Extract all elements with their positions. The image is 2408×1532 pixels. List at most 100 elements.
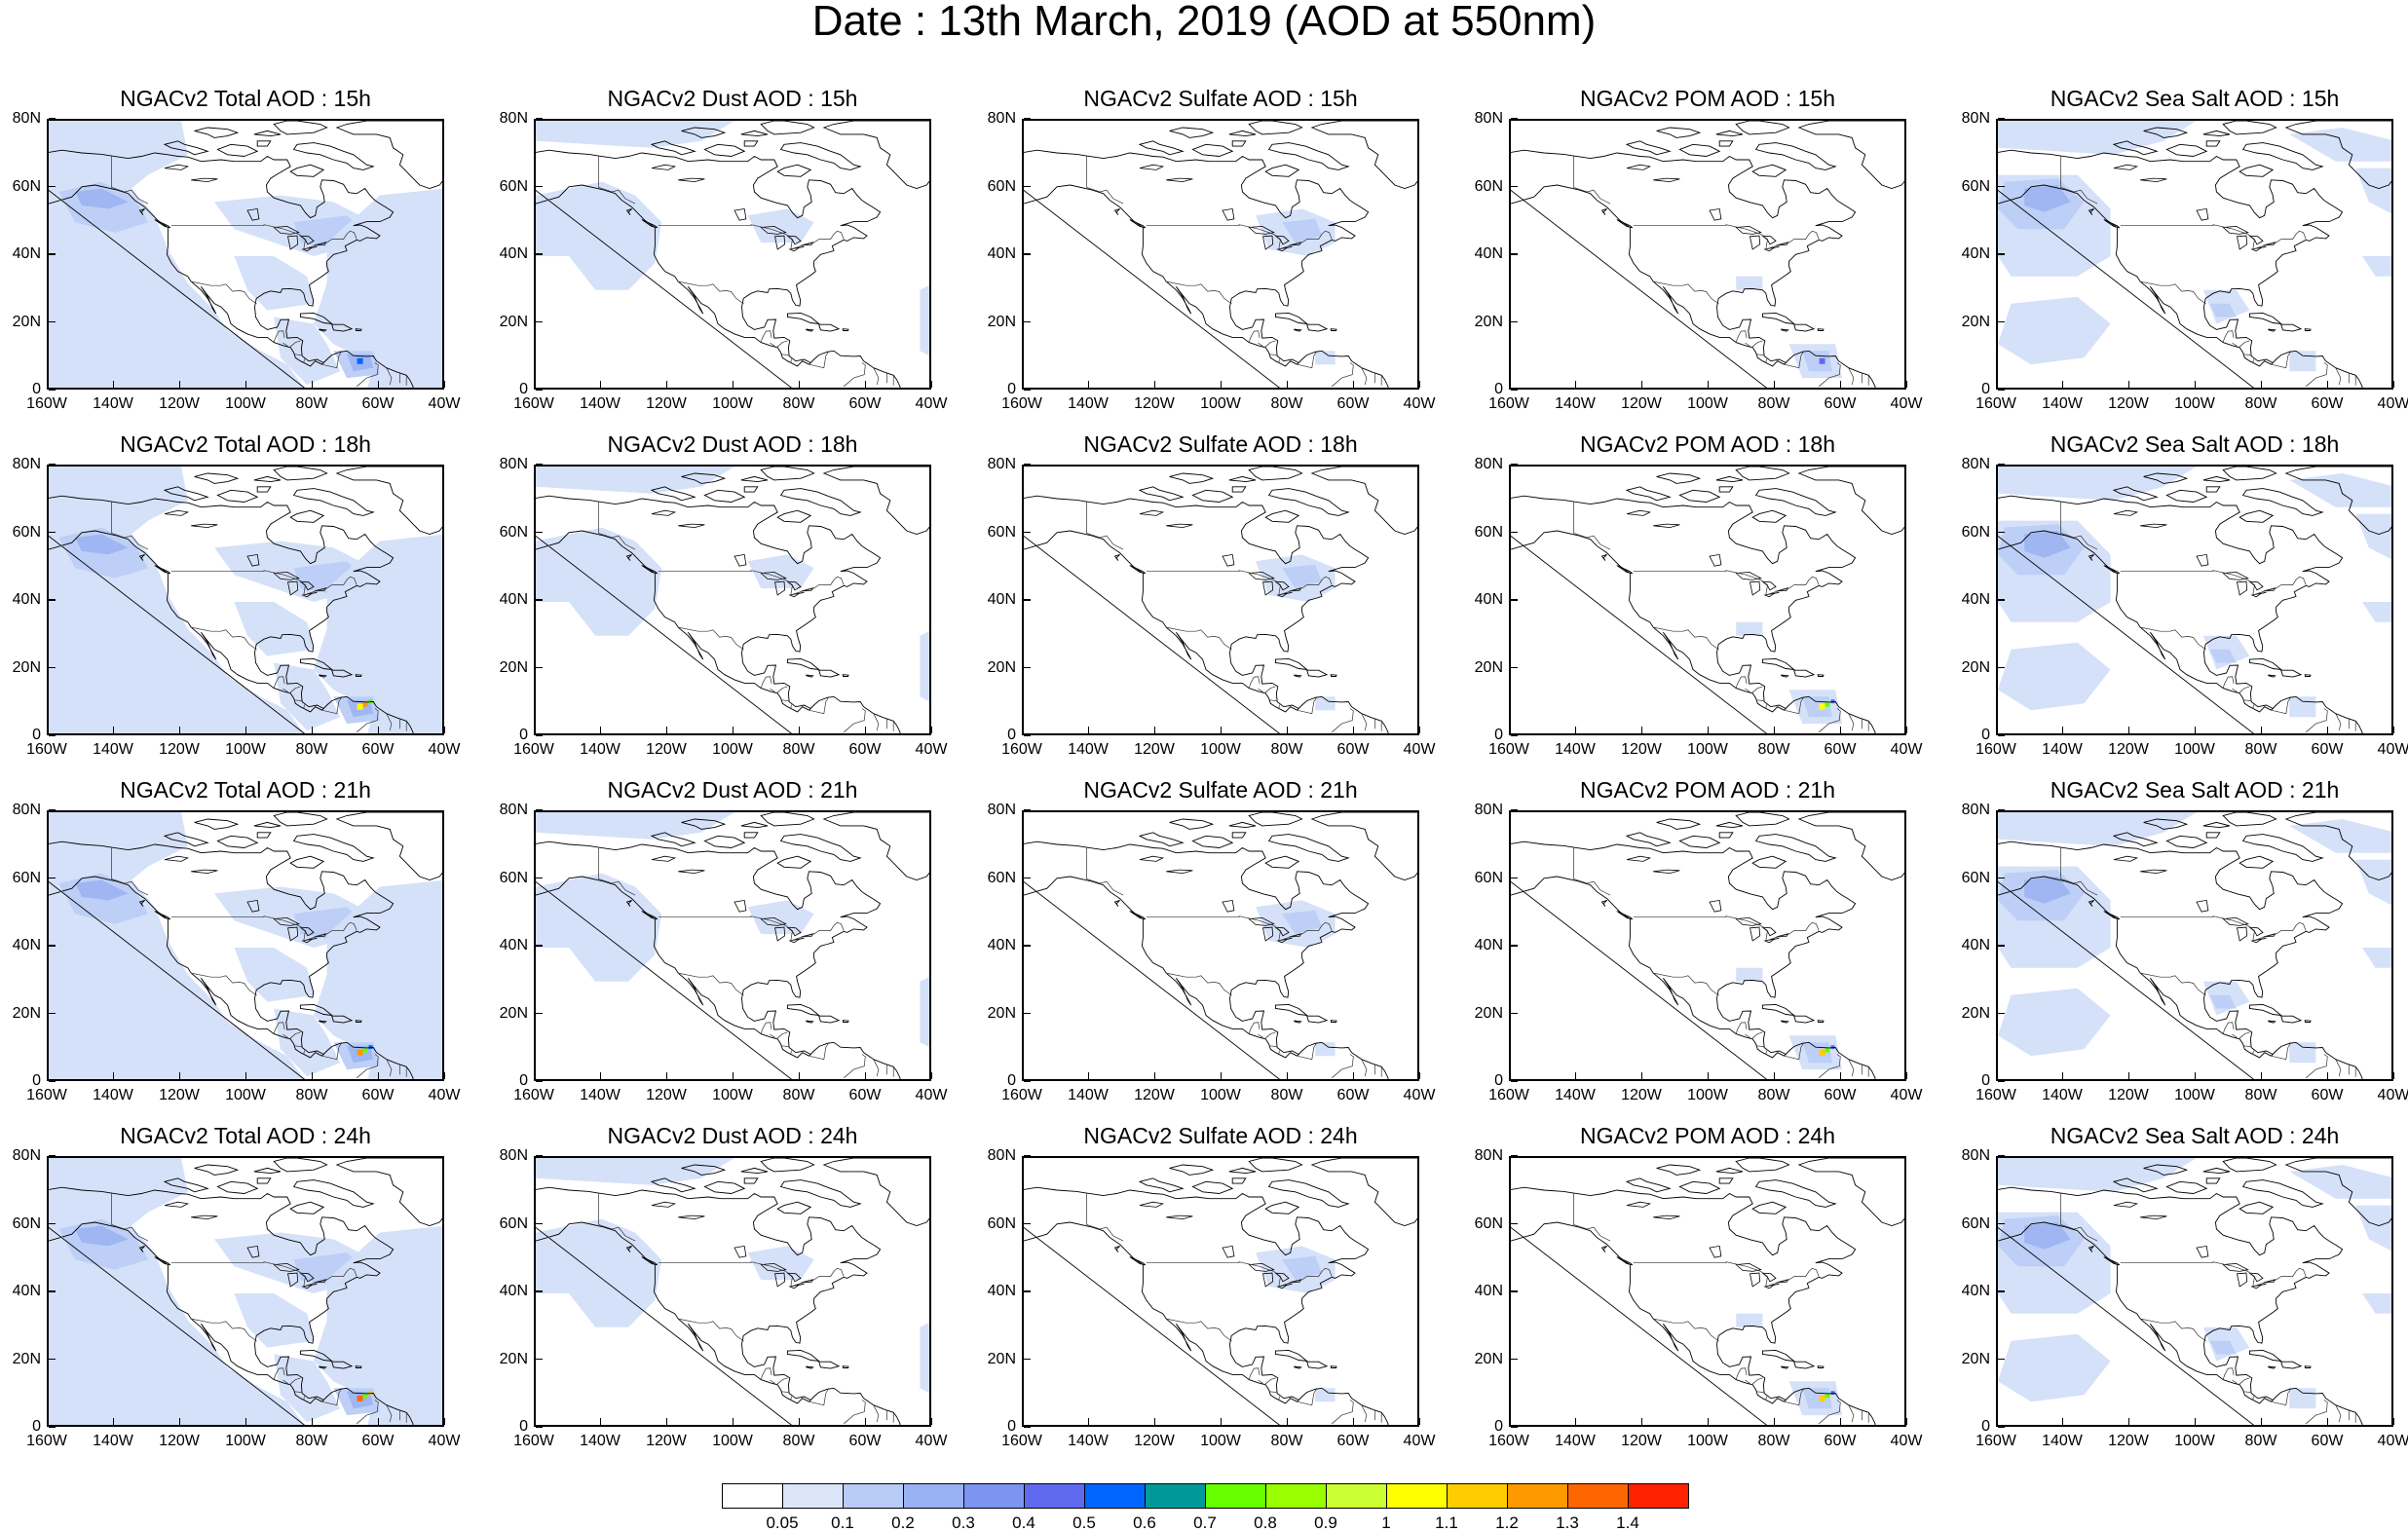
x-tick (2326, 727, 2328, 733)
lake-outline (774, 235, 786, 250)
country-border (1848, 367, 1855, 386)
aod-field-patch (75, 188, 129, 209)
x-tick (1773, 727, 1775, 733)
island-outline (273, 467, 328, 481)
country-border (2335, 367, 2342, 386)
y-tick (1511, 877, 1518, 878)
island-outline (760, 467, 815, 481)
island-outline (1231, 486, 1247, 493)
coastline (1024, 149, 1389, 388)
y-tick (1024, 1080, 1031, 1082)
island-outline (154, 1256, 171, 1266)
island-outline (2202, 130, 2231, 137)
x-tick (1021, 1072, 1023, 1079)
panel-title: NGACv2 Total AOD : 18h (120, 431, 371, 457)
country-border (1784, 351, 1805, 369)
map-canvas (1511, 812, 1904, 1079)
aod-hotspot (362, 1393, 368, 1399)
y-tick (1998, 1358, 2005, 1360)
lake-outline (273, 571, 300, 580)
island-outline (1754, 142, 1837, 170)
x-tick (2260, 1072, 2262, 1079)
aod-field-patch (747, 208, 814, 243)
island-outline (1129, 219, 1147, 229)
island-outline (1231, 140, 1247, 147)
lake-outline (2248, 926, 2264, 937)
x-tick-label: 140W (580, 1087, 621, 1103)
y-tick (1511, 1426, 1518, 1428)
x-tick (1905, 381, 1907, 388)
country-border (282, 342, 288, 347)
island-outline (776, 855, 812, 869)
island-outline (1817, 328, 1825, 331)
x-tick-label: 80W (295, 1433, 328, 1449)
lake-outline (2263, 242, 2276, 246)
country-border (809, 696, 830, 715)
map-canvas (49, 121, 442, 388)
coastline (1024, 495, 1389, 733)
country-border (1263, 1031, 1276, 1040)
x-tick-label: 100W (2174, 395, 2215, 412)
island-outline (299, 1349, 334, 1363)
x-tick (864, 1418, 866, 1425)
aod-field-patch (1736, 967, 1763, 982)
x-tick-label: 120W (159, 395, 200, 412)
island-outline (806, 674, 814, 678)
aod-field-patch (2289, 696, 2316, 718)
x-tick (443, 727, 445, 733)
x-tick-label: 40W (2377, 1087, 2408, 1103)
aod-field-patch (1315, 1388, 1336, 1402)
x-tick-label: 140W (93, 1087, 133, 1103)
x-tick (1839, 727, 1841, 733)
country-border (1765, 1050, 1767, 1055)
x-tick (2194, 727, 2196, 733)
country-border (170, 1261, 357, 1288)
island-outline (253, 1167, 282, 1175)
island-outline (1267, 142, 1350, 170)
island-outline (216, 489, 259, 503)
aod-field-patch (2362, 1293, 2391, 1314)
country-border (678, 626, 744, 651)
island-outline (1169, 127, 1215, 138)
x-tick (46, 1072, 48, 1079)
x-tick (1352, 727, 1354, 733)
island-outline (1751, 164, 1787, 177)
panel-title: NGACv2 Sulfate AOD : 21h (1083, 777, 1358, 803)
country-border (1248, 1022, 1260, 1034)
x-tick-label: 80W (1757, 741, 1790, 758)
lake-outline (301, 591, 318, 598)
panel-title: NGACv2 Dust AOD : 18h (607, 431, 858, 457)
x-tick-label: 140W (580, 1433, 621, 1449)
x-tick-label: 100W (1200, 741, 1241, 758)
colorbar-swatch (1386, 1483, 1448, 1509)
colorbar-swatch (963, 1483, 1025, 1509)
x-tick-label: 120W (1134, 741, 1175, 758)
y-tick (49, 1290, 56, 1292)
panel-title: NGACv2 POM AOD : 24h (1579, 1123, 1836, 1148)
x-tick (112, 1418, 114, 1425)
aod-field-patch (274, 662, 341, 731)
country-border (2305, 1400, 2328, 1425)
island-outline (256, 1177, 272, 1184)
country-border (2060, 1193, 2098, 1242)
aod-field-patch (49, 812, 188, 880)
x-tick (1220, 381, 1222, 388)
island-outline (1616, 219, 1634, 229)
country-border (1756, 699, 1764, 701)
y-tick-label: 80N (12, 802, 41, 818)
country-border (1750, 686, 1763, 694)
island-outline (1761, 1003, 1796, 1017)
y-tick (536, 464, 543, 466)
lake-outline (314, 587, 327, 592)
country-border (873, 1404, 880, 1423)
island-outline (1248, 812, 1303, 827)
island-outline (703, 143, 746, 157)
lake-outline (1763, 591, 1780, 598)
island-outline (216, 1180, 259, 1194)
y-tick (1998, 1080, 2005, 1082)
x-tick (2392, 381, 2394, 388)
island-outline (1715, 475, 1744, 483)
lake-outline (1166, 177, 1193, 183)
y-tick (49, 945, 56, 947)
island-outline (703, 835, 746, 848)
